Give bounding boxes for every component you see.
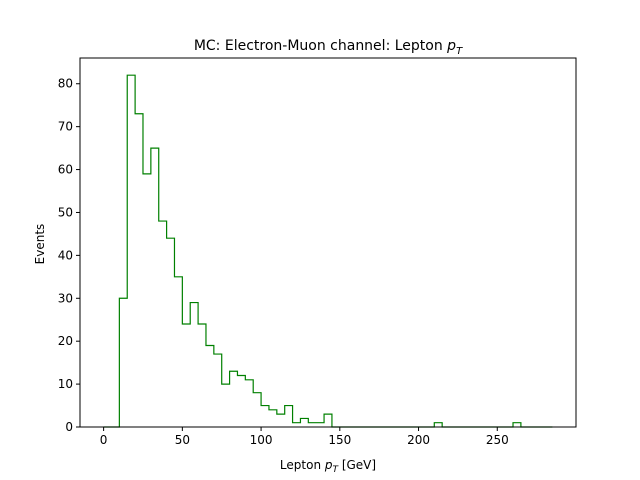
histogram-bin bbox=[308, 423, 316, 427]
y-tick-label: 60 bbox=[58, 163, 73, 177]
histogram-bin bbox=[135, 114, 143, 427]
y-tick-label: 80 bbox=[58, 77, 73, 91]
histogram-bin bbox=[324, 414, 332, 427]
histogram-outline bbox=[103, 74, 553, 428]
y-tick-label: 10 bbox=[58, 377, 73, 391]
x-tick-label: 50 bbox=[175, 433, 190, 447]
x-tick-label: 0 bbox=[100, 433, 108, 447]
y-tick-label: 30 bbox=[58, 291, 73, 305]
histogram-bin bbox=[513, 423, 521, 427]
histogram-bin bbox=[253, 393, 261, 427]
histogram-bin bbox=[230, 371, 238, 427]
histogram-bin bbox=[143, 174, 151, 427]
y-tick-label: 70 bbox=[58, 120, 73, 134]
x-tick-label: 100 bbox=[250, 433, 273, 447]
y-tick-label: 0 bbox=[65, 420, 73, 434]
y-tick-label: 20 bbox=[58, 334, 73, 348]
histogram-bin bbox=[182, 324, 190, 427]
histogram-bin bbox=[261, 406, 269, 427]
x-tick-label: 200 bbox=[407, 433, 430, 447]
plot-area: 0 50 100 150 200 250 0 10 20 30 40 50 60 70 80 bbox=[58, 57, 577, 447]
histogram-bin bbox=[206, 345, 214, 427]
histogram-bin bbox=[222, 384, 230, 427]
histogram-bin bbox=[269, 410, 277, 427]
x-tick-label: 250 bbox=[486, 433, 509, 447]
histogram-bin bbox=[245, 380, 253, 427]
histogram-bin bbox=[237, 376, 245, 427]
y-tick-label: 40 bbox=[58, 248, 73, 262]
histogram-bin bbox=[214, 354, 222, 427]
histogram-bin bbox=[198, 324, 206, 427]
histogram-bin bbox=[151, 148, 159, 427]
histogram-bin bbox=[300, 418, 308, 427]
histogram-bin bbox=[127, 75, 135, 427]
histogram-bin bbox=[190, 303, 198, 427]
y-tick-label: 50 bbox=[58, 205, 73, 219]
histogram-bin bbox=[316, 423, 324, 427]
chart-title: MC: Electron-Muon channel: Lepton pT bbox=[194, 38, 463, 57]
histogram-bin bbox=[277, 414, 285, 427]
histogram-bin bbox=[174, 277, 182, 427]
histogram-bin bbox=[434, 423, 442, 427]
histogram-bin bbox=[119, 298, 127, 427]
histogram-bin bbox=[167, 238, 175, 427]
x-axis-label: Lepton pT [GeV] bbox=[280, 458, 376, 475]
histogram-bin bbox=[293, 423, 301, 427]
histogram-bin bbox=[159, 221, 167, 427]
histogram-bin bbox=[285, 406, 293, 427]
x-tick-label: 150 bbox=[328, 433, 351, 447]
plot-frame bbox=[79, 57, 577, 428]
y-axis-label: Events bbox=[33, 224, 47, 265]
